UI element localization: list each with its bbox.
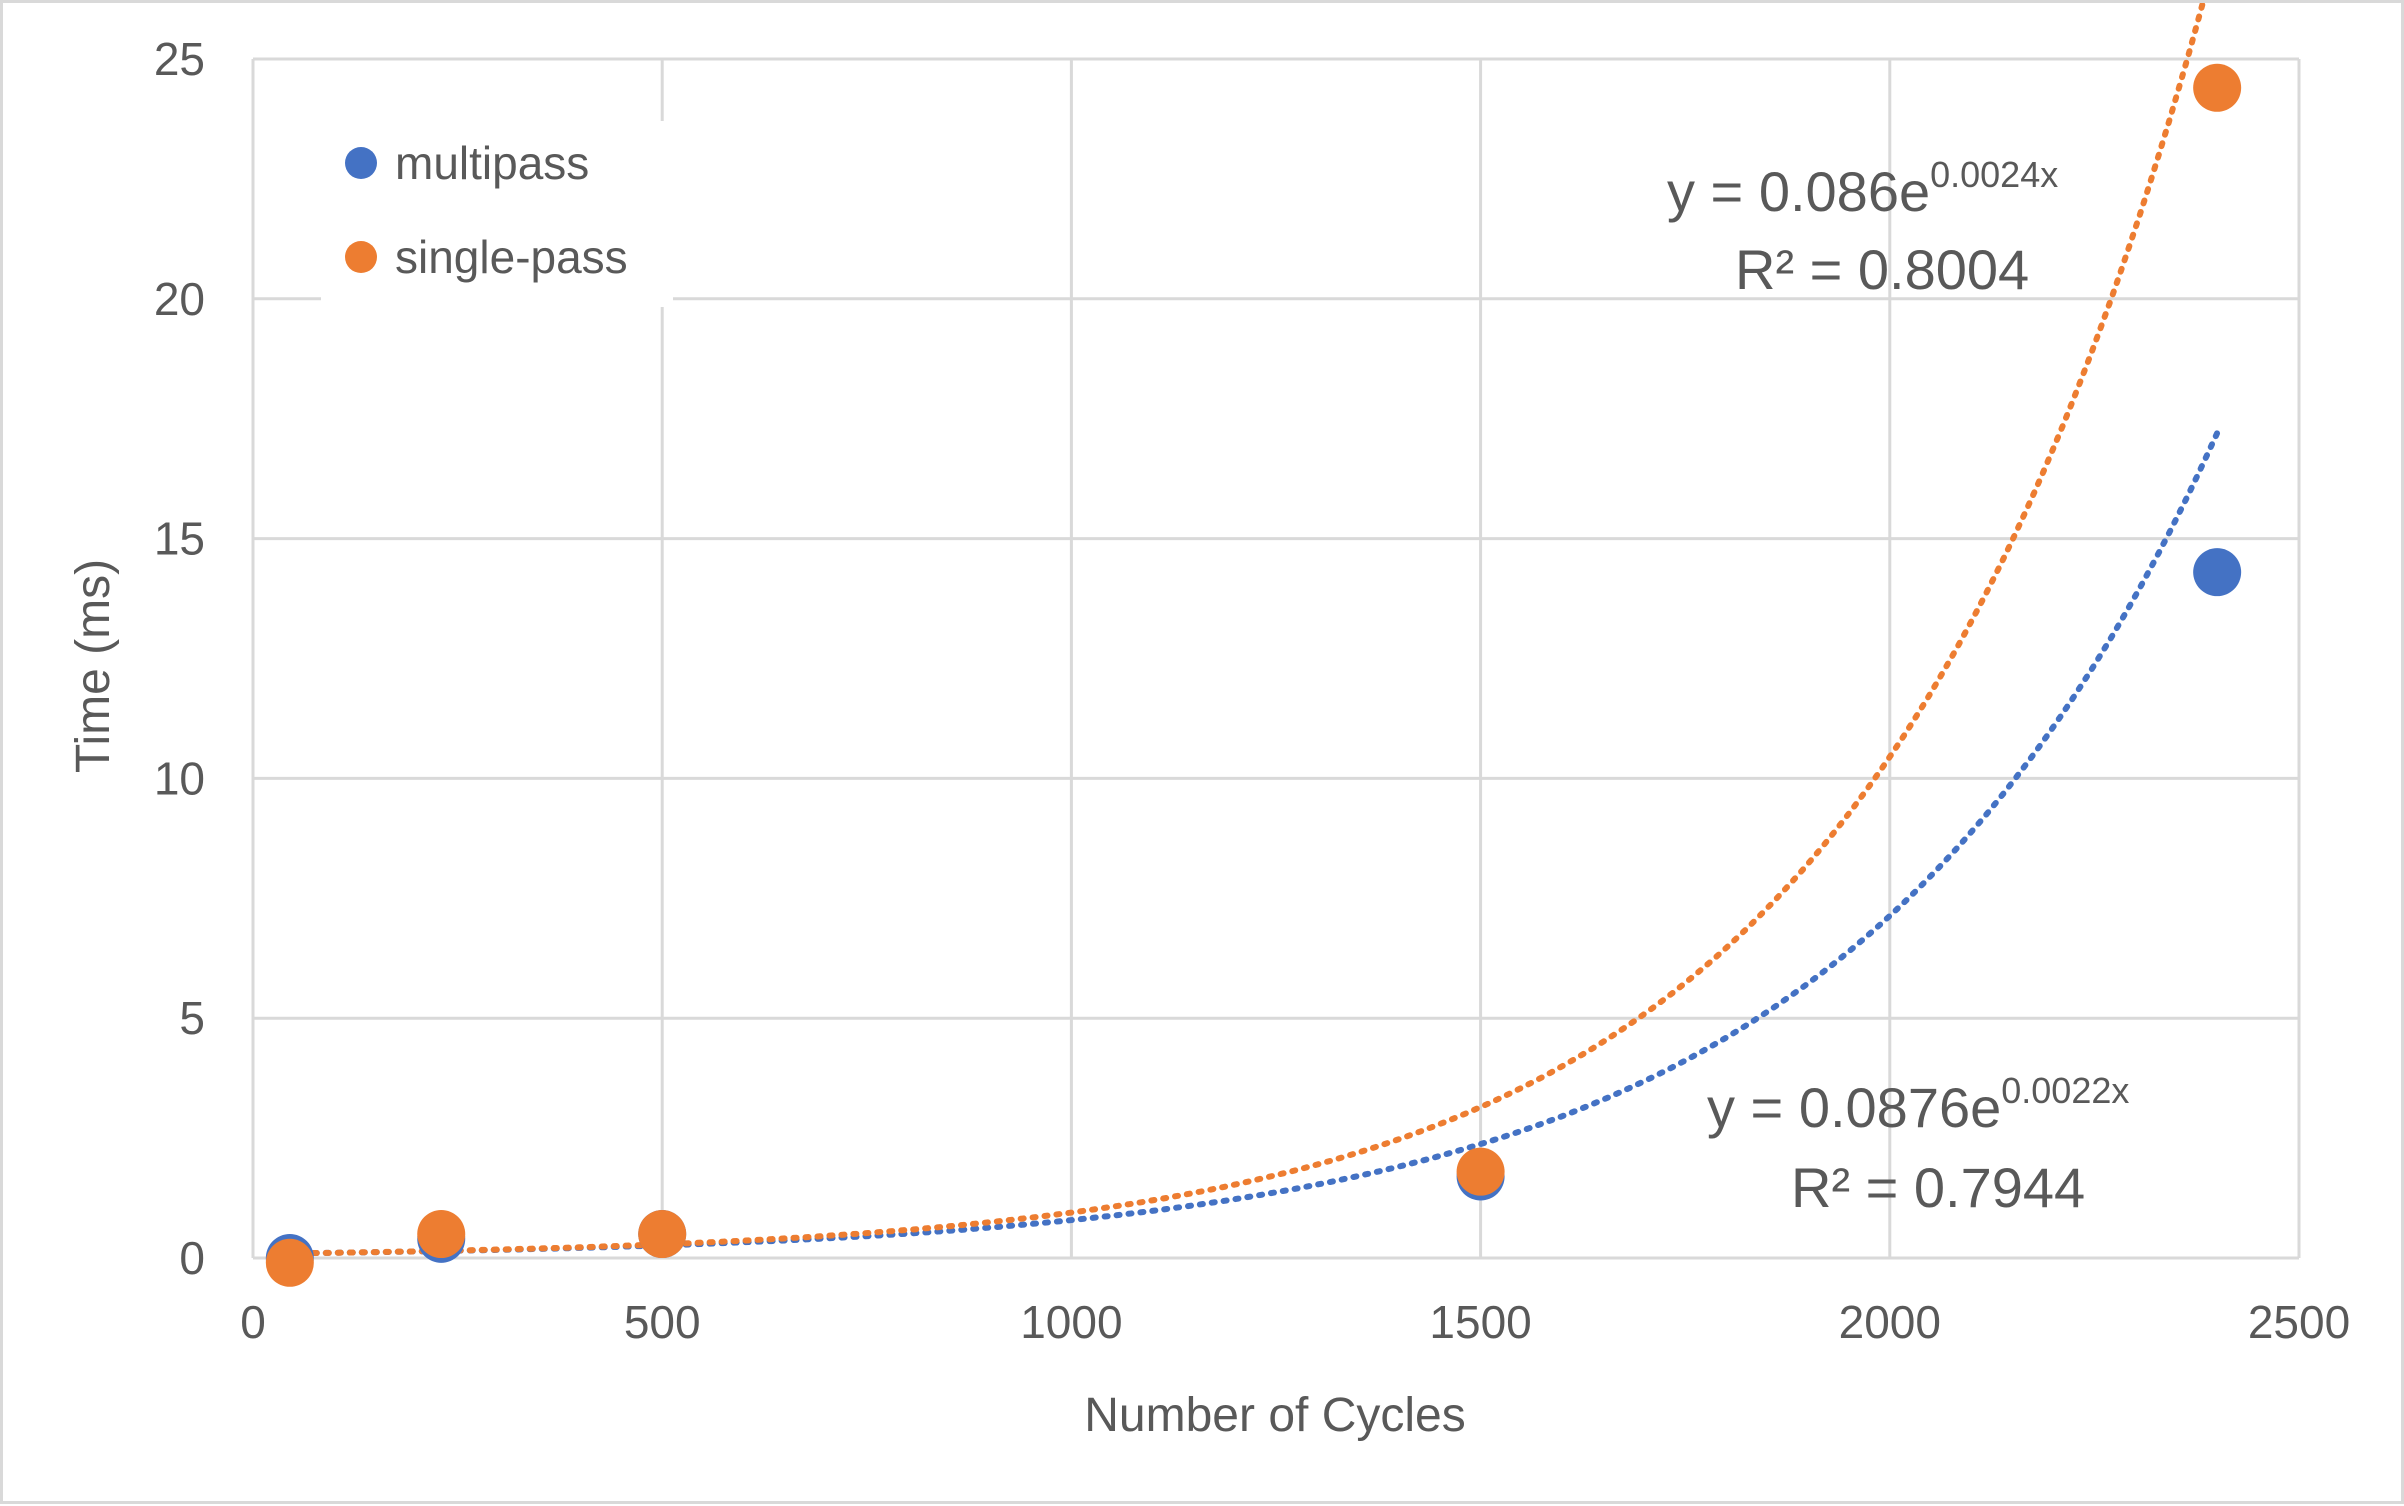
x-tick-label-2000: 2000 bbox=[1839, 1296, 1941, 1348]
legend-box bbox=[321, 121, 673, 307]
equation-single-pass-r2: R² = 0.8004 bbox=[1735, 238, 2029, 301]
legend-label-single-pass: single-pass bbox=[395, 231, 628, 283]
trendline-single-pass bbox=[286, 0, 2207, 1257]
equation-single-pass-main: y = 0.086e bbox=[1667, 160, 1930, 223]
x-tick-label-2500: 2500 bbox=[2248, 1296, 2350, 1348]
trendlines bbox=[286, 0, 2221, 1257]
y-tick-label-15: 15 bbox=[154, 513, 205, 565]
data-points bbox=[265, 63, 2242, 1287]
y-axis-title: Time (ms) bbox=[67, 559, 120, 773]
x-tick-label-500: 500 bbox=[624, 1296, 701, 1348]
point-single-pass-1 bbox=[417, 1210, 466, 1259]
point-single-pass-4 bbox=[2193, 63, 2242, 112]
y-tick-label-5: 5 bbox=[179, 992, 205, 1044]
equation-multipass-formula: y = 0.0876e0.0022x bbox=[1707, 1070, 2129, 1139]
y-tick-label-0: 0 bbox=[179, 1232, 205, 1284]
point-single-pass-3 bbox=[1456, 1147, 1505, 1196]
chart-svg: 0 500 1000 1500 2000 2500 0 5 10 15 20 25 Number of… bbox=[67, 0, 2350, 1442]
legend-marker-single-pass bbox=[345, 241, 377, 273]
x-tick-label-1500: 1500 bbox=[1429, 1296, 1531, 1348]
axes: 0 500 1000 1500 2000 2500 0 5 10 15 20 25 bbox=[154, 33, 2350, 1348]
legend-label-multipass: multipass bbox=[395, 137, 589, 189]
y-tick-label-25: 25 bbox=[154, 33, 205, 85]
y-tick-label-10: 10 bbox=[154, 752, 205, 804]
x-axis-title: Number of Cycles bbox=[1084, 1389, 1465, 1442]
x-tick-label-0: 0 bbox=[240, 1296, 266, 1348]
legend: multipass single-pass bbox=[321, 121, 673, 307]
point-single-pass-0 bbox=[265, 1238, 314, 1287]
y-tick-label-20: 20 bbox=[154, 273, 205, 325]
equation-multipass-r2: R² = 0.7944 bbox=[1791, 1156, 2085, 1219]
equation-multipass-main: y = 0.0876e bbox=[1707, 1076, 2001, 1139]
equation-single-pass-formula: y = 0.086e0.0024x bbox=[1667, 154, 2058, 223]
legend-marker-multipass bbox=[345, 147, 377, 179]
equation-multipass: y = 0.0876e0.0022x R² = 0.7944 bbox=[1707, 1070, 2129, 1219]
equation-single-pass-exponent: 0.0024x bbox=[1930, 154, 2058, 195]
equation-single-pass: y = 0.086e0.0024x R² = 0.8004 bbox=[1667, 154, 2058, 301]
equation-multipass-exponent: 0.0022x bbox=[2001, 1070, 2129, 1111]
point-multipass-4 bbox=[2193, 548, 2242, 597]
point-single-pass-2 bbox=[638, 1210, 687, 1259]
x-tick-label-1000: 1000 bbox=[1020, 1296, 1122, 1348]
